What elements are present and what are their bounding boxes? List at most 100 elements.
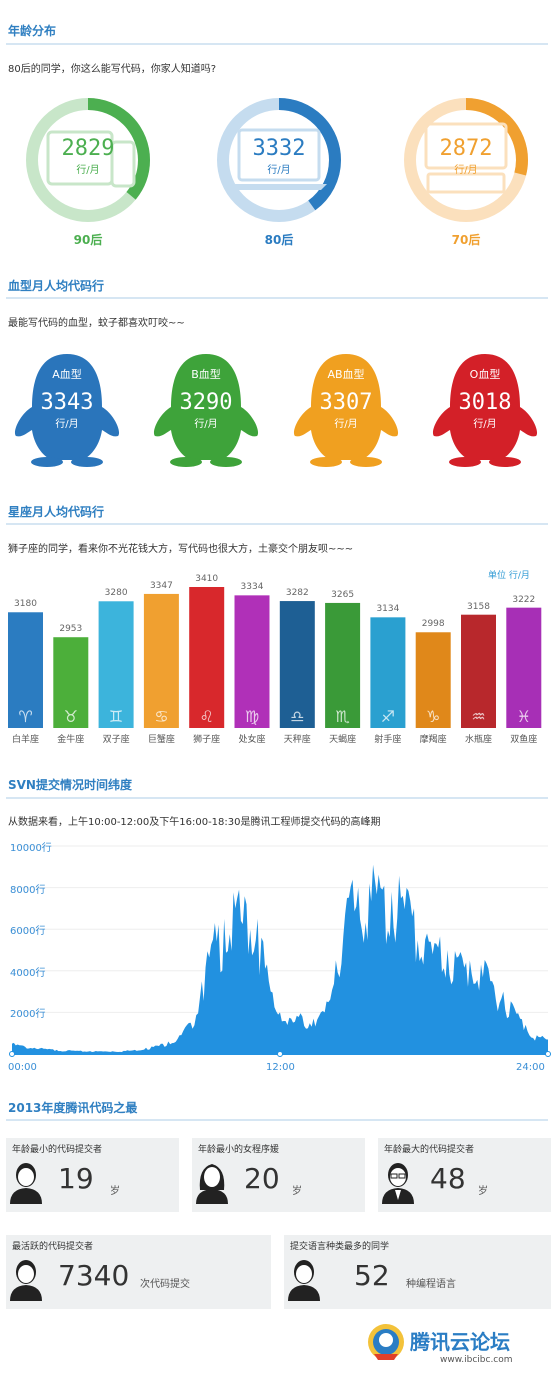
zodiac-bar-value: 3265 (331, 589, 355, 600)
laptop-icon (231, 128, 327, 190)
ring-arc (26, 98, 150, 222)
svn-section-title: SVN提交情况时间纬度 (8, 778, 132, 792)
zodiac-symbol-icon: ♐ (381, 707, 395, 726)
age-label: 80后 (264, 233, 294, 247)
youngest-value: 19 (58, 1162, 94, 1195)
age-unit: 行/月 (76, 165, 100, 176)
most-languages-title: 提交语言种类最多的同学 (290, 1242, 390, 1252)
blood-section-title: 血型月人均代码行 (8, 279, 105, 293)
most-languages-card: 提交语言种类最多的同学 52 种编程语言 (284, 1235, 551, 1309)
svn-y-tick: 8000行 (10, 884, 46, 896)
zodiac-bar-label: 天蝎座 (329, 735, 357, 745)
zodiac-bar-label: 双子座 (102, 735, 130, 745)
male-avatar-icon (10, 1260, 42, 1301)
blood-type: B血型 (191, 368, 221, 381)
zodiac-subtitle: 狮子座的同学，看来你不光花钱大方，写代码也很大方，土豪交个朋友呗~~~ (8, 544, 354, 555)
blood-unit: 行/月 (473, 419, 497, 430)
penguin-text: B血型 3290 行/月 (151, 366, 261, 430)
most-languages-unit: 种编程语言 (406, 1279, 456, 1290)
divider (6, 523, 548, 525)
zodiac-symbol-icon: ♈ (18, 707, 32, 726)
zodiac-bar-value: 3347 (149, 580, 173, 591)
zodiac-bar-label: 处女座 (238, 735, 266, 745)
age-value: 2829 (61, 136, 115, 161)
zodiac-bars-svg: ♈ ♉ ♊ ♋ ♌ ♍ ♎ ♏ ♐ ♑ ♒ ♓ (8, 587, 542, 728)
watermark-url: www.ibcibc.com (440, 1355, 513, 1365)
penguin-icon (153, 354, 259, 467)
zodiac-symbol-icon: ♉ (64, 707, 78, 726)
oldest-unit: 岁 (478, 1186, 488, 1197)
age-unit: 行/月 (267, 165, 291, 176)
youngest-unit: 岁 (110, 1186, 120, 1197)
divider (6, 1119, 548, 1121)
age-section-title: 年龄分布 (8, 24, 57, 38)
divider (6, 43, 548, 45)
svn-area-chart (9, 845, 551, 1057)
age-ring-0 (26, 98, 150, 222)
penguin-icon (432, 354, 538, 467)
zodiac-section-title: 星座月人均代码行 (8, 505, 105, 519)
age-unit: 行/月 (454, 165, 478, 176)
age-label: 90后 (73, 233, 103, 247)
youngest-female-unit: 岁 (292, 1186, 302, 1197)
watermark-brand: 腾讯云论坛 (410, 1330, 510, 1354)
blood-type: O血型 (469, 368, 501, 381)
zodiac-symbol-icon: ♓ (517, 707, 531, 726)
zodiac-bar-label: 天秤座 (283, 735, 311, 745)
oldest-card: 年龄最大的代码提交者 48 岁 (378, 1138, 551, 1212)
zodiac-bar (325, 602, 361, 728)
zodiac-bar (370, 617, 406, 728)
oldest-value: 48 (430, 1162, 466, 1195)
blood-value: 3018 (458, 390, 512, 415)
zodiac-bar-value: 2953 (59, 624, 83, 635)
age-subtitle: 80后的同学，你这么能写代码，你家人知道吗? (8, 64, 217, 75)
forum-logo-icon (368, 1324, 404, 1360)
zodiac-symbol-icon: ♏ (335, 707, 349, 726)
svn-y-tick: 2000行 (10, 1009, 46, 1021)
blood-value: 3343 (40, 390, 94, 415)
age-value: 2872 (439, 136, 493, 161)
zodiac-unit-note: 单位 行/月 (488, 571, 530, 581)
age-ring-text: 3332 行/月 (215, 136, 343, 176)
oldest-title: 年龄最大的代码提交者 (384, 1145, 475, 1155)
divider (6, 297, 548, 299)
ring-arc (217, 98, 341, 222)
svn-y-tick: 4000行 (10, 967, 46, 979)
zodiac-bar-value: 3158 (467, 601, 490, 612)
svn-x-tick: 24:00 (516, 1062, 545, 1073)
blood-value: 3307 (319, 390, 373, 415)
youngest-title: 年龄最小的代码提交者 (12, 1145, 103, 1155)
most-active-unit: 次代码提交 (140, 1279, 190, 1290)
svn-x-tick: 00:00 (8, 1062, 37, 1073)
most-active-card: 最活跃的代码提交者 7340 次代码提交 (6, 1235, 271, 1309)
zodiac-bar-label: 双鱼座 (510, 735, 538, 745)
zodiac-bar-label: 金牛座 (57, 735, 85, 745)
zodiac-bar-label: 巨蟹座 (147, 735, 175, 745)
age-ring-text: 2872 行/月 (402, 136, 530, 176)
age-ring-1 (217, 98, 341, 222)
blood-unit: 行/月 (334, 419, 358, 430)
zodiac-bar-label: 射手座 (374, 735, 402, 745)
zodiac-bar (189, 587, 225, 728)
elder-avatar-icon (382, 1163, 414, 1204)
ring-arc (404, 98, 528, 222)
male-avatar-icon (10, 1163, 42, 1204)
age-value: 3332 (252, 136, 306, 161)
zodiac-bar (143, 593, 179, 728)
zodiac-bar-value: 3280 (104, 588, 128, 599)
blood-value: 3290 (179, 390, 233, 415)
zodiac-bar-value: 2998 (421, 619, 445, 630)
penguin-icon (14, 354, 120, 467)
youngest-female-value: 20 (244, 1162, 280, 1195)
desktop-computer-icon (424, 122, 508, 194)
blood-type: A血型 (52, 368, 82, 381)
zodiac-bar (506, 607, 542, 728)
svn-subtitle: 从数据来看，上午10:00-12:00及下午16:00-18:30是腾讯工程师提… (8, 817, 381, 828)
most-languages-value: 52 (354, 1259, 390, 1292)
youngest-card: 年龄最小的代码提交者 19 岁 (6, 1138, 179, 1212)
x-axis-marker (9, 1051, 15, 1057)
records-section-title: 2013年度腾讯代码之最 (8, 1101, 138, 1115)
svn-y-tick: 10000行 (10, 843, 52, 854)
blood-unit: 行/月 (55, 419, 79, 430)
mobile-devices-icon (46, 130, 136, 188)
